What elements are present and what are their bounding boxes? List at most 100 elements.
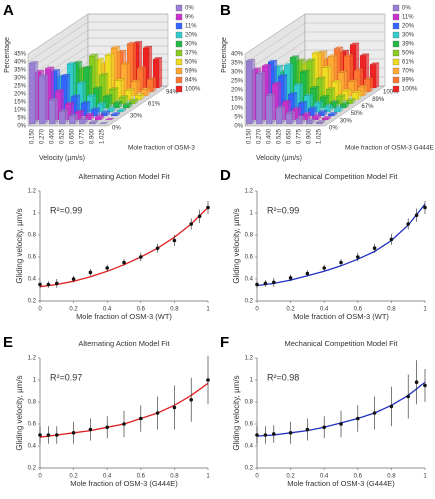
y-tick-label: 0.2 — [245, 299, 254, 305]
bar-top — [110, 112, 121, 115]
bar-top — [343, 53, 354, 57]
bar-top — [285, 111, 296, 114]
bar-top — [309, 86, 320, 89]
bar-top — [60, 73, 71, 77]
y-tick-label: 40% — [14, 60, 27, 66]
y-tick-label: 20% — [14, 92, 27, 98]
panel-d: Mechanical Competition Model Fit 0 0.2 0.4 0… — [220, 167, 427, 321]
bar-top — [303, 93, 314, 96]
bar-top — [323, 104, 334, 107]
y-tick-label: 0.8 — [245, 400, 254, 406]
point — [322, 266, 326, 270]
bar-side — [64, 108, 69, 125]
point — [255, 433, 259, 437]
bar-top — [321, 116, 332, 119]
legend-label: 30% — [402, 33, 415, 39]
bar-top — [293, 82, 304, 86]
chart-title: Mechanical Competition Model Fit — [285, 172, 399, 181]
fit-line — [39, 207, 209, 288]
x-tick-label: 1 — [423, 307, 427, 313]
x-tick-label: 0.525 — [60, 128, 66, 144]
x-tick-label: 0.400 — [50, 128, 56, 144]
y-tick-label: 0.4 — [28, 444, 37, 450]
x-tick-label: 0.6 — [354, 307, 363, 313]
x-tick-label: 0.150 — [247, 128, 253, 144]
bar-top — [140, 87, 151, 90]
annotation: R²=0.99 — [267, 205, 299, 215]
bar — [315, 122, 323, 125]
point — [423, 383, 427, 388]
annotation: R²=0.98 — [267, 372, 299, 382]
depth-tick-label: 61% — [148, 102, 161, 108]
point — [55, 281, 59, 286]
bar — [116, 110, 124, 113]
bar-top — [245, 58, 256, 62]
point — [255, 282, 259, 287]
point — [206, 205, 210, 210]
bar-top — [295, 116, 306, 119]
chart-title: Alternating Action Model Fit — [78, 172, 170, 181]
legend-label: 59% — [185, 69, 198, 75]
bar-side — [34, 60, 39, 125]
x-tick-label: 0.270 — [257, 128, 263, 144]
x-tick-label: 1 — [206, 474, 210, 480]
panel-a: 0% 5% 10% 15% 20% 25% 30% 35% 40% 45% 0.150 0.270 0.… — [3, 2, 201, 162]
point — [288, 431, 293, 435]
bar-top — [80, 101, 91, 104]
bar-top — [275, 105, 286, 108]
bar-side — [369, 77, 374, 93]
x-tick-label: 0.4 — [320, 474, 329, 480]
bar-top — [315, 120, 326, 123]
point — [406, 394, 410, 399]
grid-line — [27, 21, 89, 63]
bar-top — [90, 107, 101, 110]
x-tick-label: 1.025 — [100, 128, 106, 144]
point — [339, 422, 343, 426]
bar-top — [100, 110, 111, 113]
bar-top — [146, 77, 157, 80]
legend-label: 50% — [185, 60, 198, 66]
point — [322, 425, 326, 430]
x-tick-label: 0.4 — [320, 307, 329, 313]
x-tick-label: 0.2 — [286, 474, 295, 480]
x-tick-label: 0 — [255, 307, 259, 313]
bar-top — [319, 95, 330, 98]
y-tick-label: 1 — [33, 378, 37, 384]
bar-side — [375, 62, 380, 89]
y-tick-label: 45% — [14, 52, 27, 58]
legend-swatch — [392, 76, 400, 84]
x-tick-label: 0.900 — [307, 128, 313, 144]
point — [372, 246, 377, 250]
bar-top — [311, 114, 322, 117]
bar-top — [329, 100, 340, 103]
bar-top — [66, 61, 77, 65]
point — [206, 378, 210, 382]
bar-top — [128, 98, 139, 101]
legend-swatch — [392, 85, 400, 93]
x-tick-label: 0.8 — [170, 307, 179, 313]
bar — [68, 115, 76, 125]
point — [272, 280, 276, 285]
legend-label: 30% — [185, 42, 198, 48]
point — [263, 433, 268, 437]
bar-top — [289, 55, 300, 58]
x-axis-title: Velocity (µm/s) — [256, 155, 302, 162]
bar-side — [54, 97, 59, 125]
bar-top — [369, 62, 380, 65]
bar-top — [335, 94, 346, 97]
x-tick-label: 0.8 — [387, 307, 396, 313]
y-tick-label: 1 — [33, 211, 37, 217]
bar-top — [78, 117, 89, 120]
legend-label: 20% — [402, 24, 415, 30]
x-tick-label: 0 — [38, 307, 42, 313]
point — [46, 282, 51, 287]
point — [339, 260, 343, 265]
bar-top — [339, 102, 350, 105]
y-tick-label: 10% — [14, 108, 27, 114]
y-tick-label: 5% — [234, 115, 243, 121]
x-tick-label: 0.900 — [90, 128, 96, 144]
y-tick-label: 0.6 — [28, 255, 37, 261]
bar — [58, 111, 66, 125]
bar — [305, 120, 313, 125]
legend-swatch — [175, 40, 183, 48]
